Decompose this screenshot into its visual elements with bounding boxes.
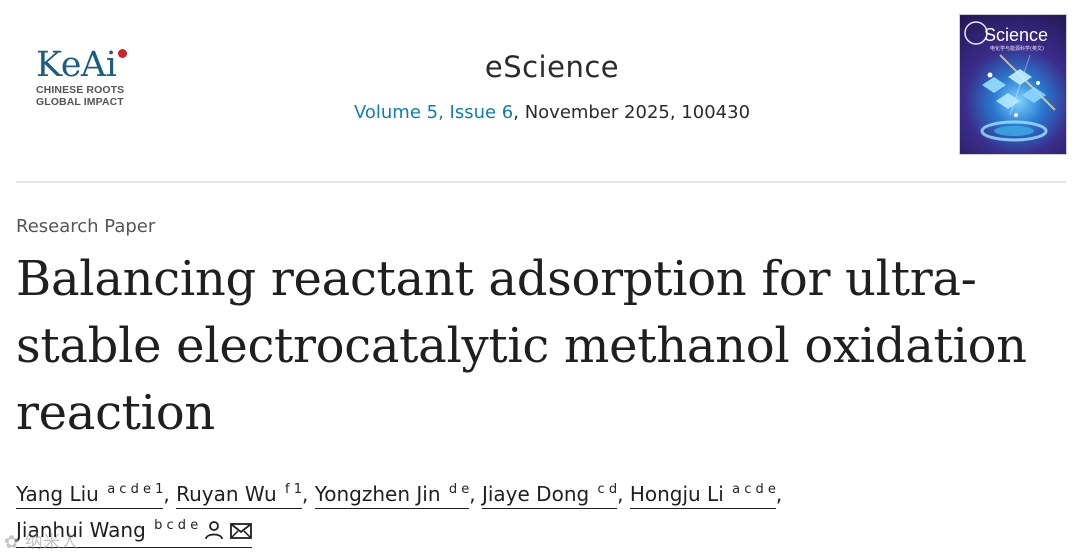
- cover-journal-title: Science: [984, 25, 1049, 45]
- cover-subtitle: 电化学与能源科学(英文): [990, 46, 1044, 52]
- author-name: Jianhui Wang: [16, 518, 146, 542]
- author-link-corresponding[interactable]: Jianhui Wang b c d e: [16, 516, 253, 548]
- header-divider: [16, 181, 1066, 183]
- volume-issue-link[interactable]: Volume 5, Issue 6: [353, 102, 514, 123]
- logo-tagline-1: CHINESE ROOTS: [36, 84, 125, 96]
- publisher-logo[interactable]: KeAi CHINESE ROOTS GLOBAL IMPACT: [36, 45, 127, 108]
- author-link[interactable]: Ruyan Wu f 1: [176, 480, 302, 509]
- author-separator: ,: [469, 482, 482, 506]
- logo-dot: [118, 49, 127, 58]
- issue-date: , November 2025, 100430: [513, 102, 751, 123]
- cover-artwork: [964, 21, 1056, 142]
- logo-wordmark: KeAi: [36, 45, 117, 85]
- author-name: Ruyan Wu: [176, 482, 277, 506]
- person-icon[interactable]: [204, 519, 224, 547]
- envelope-icon[interactable]: [230, 519, 253, 547]
- author-link[interactable]: Yang Liu a c d e 1: [16, 480, 164, 509]
- author-name: Hongju Li: [629, 482, 724, 506]
- author-separator: ,: [775, 482, 783, 506]
- author-name: Yang Liu: [16, 482, 99, 506]
- journal-cover-image[interactable]: Science 电化学与能源科学(英文): [959, 14, 1067, 155]
- logo-tagline-2: GLOBAL IMPACT: [36, 96, 124, 108]
- author-separator: ,: [301, 482, 315, 506]
- watermark: ✿ 纳米人: [4, 532, 79, 553]
- author-link[interactable]: Yongzhen Jin d e: [314, 480, 470, 509]
- author-affiliations: c d: [597, 482, 618, 497]
- author-link[interactable]: Jiaye Dong c d: [481, 480, 618, 509]
- author-affiliations: b c d e: [154, 518, 199, 533]
- author-list: Yang Liu a c d e 1, Ruyan Wu f 1, Yongzh…: [16, 476, 1066, 548]
- author-separator: ,: [163, 482, 177, 506]
- author-name: Jiaye Dong: [481, 482, 590, 506]
- author-affiliations: f 1: [284, 482, 302, 497]
- title-line-3: reaction: [16, 385, 215, 441]
- author-affiliations: a c d e 1: [107, 482, 164, 497]
- article-title: Balancing reactant adsorption for ultra-…: [16, 246, 1066, 447]
- title-line-1: Balancing reactant adsorption for ultra-: [16, 251, 977, 307]
- author-name: Yongzhen Jin: [314, 482, 441, 506]
- author-affiliations: a c d e: [732, 482, 776, 497]
- issue-line: Volume 5, Issue 6, November 2025, 100430: [0, 102, 1074, 123]
- article-header: KeAi CHINESE ROOTS GLOBAL IMPACT eScienc…: [0, 0, 1074, 182]
- author-affiliations: d e: [448, 482, 470, 497]
- author-separator: ,: [617, 482, 630, 506]
- article-type: Research Paper: [16, 216, 156, 237]
- journal-title[interactable]: eScience: [484, 50, 620, 84]
- title-line-2: stable electrocatalytic methanol oxidati…: [16, 318, 1027, 374]
- author-link[interactable]: Hongju Li a c d e: [629, 480, 776, 509]
